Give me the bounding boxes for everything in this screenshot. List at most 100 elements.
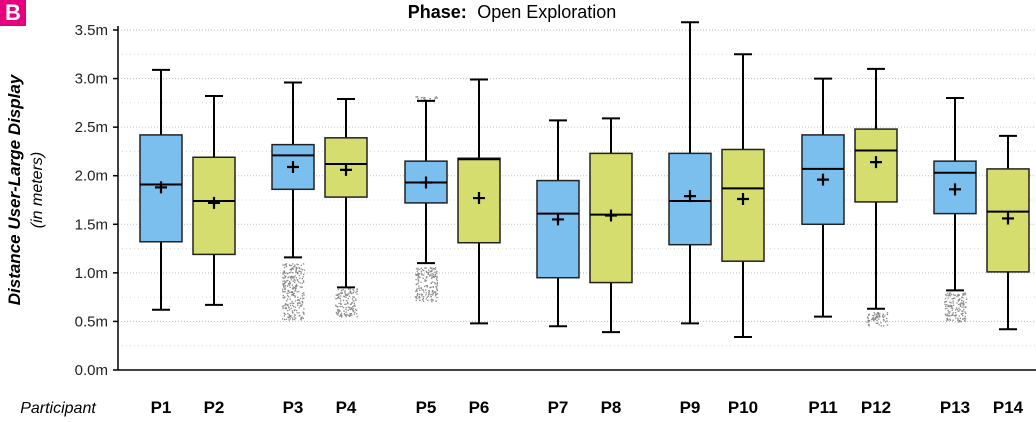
outlier-point bbox=[435, 293, 437, 296]
mean-marker bbox=[287, 160, 299, 173]
outlier-point bbox=[284, 288, 286, 290]
outlier-point bbox=[285, 318, 288, 320]
outlier-point bbox=[338, 309, 340, 311]
outlier-point bbox=[353, 304, 356, 306]
outlier-point bbox=[418, 275, 420, 277]
outlier-point bbox=[958, 319, 961, 322]
outlier-point bbox=[867, 324, 870, 326]
chart-title-prefix: Phase: bbox=[408, 2, 467, 22]
outlier-point bbox=[288, 319, 290, 321]
outlier-point bbox=[346, 294, 348, 296]
outlier-point bbox=[431, 277, 433, 280]
outlier-point bbox=[960, 313, 962, 315]
outlier-point bbox=[337, 309, 339, 311]
outlier-point bbox=[352, 307, 354, 310]
outlier-point bbox=[294, 317, 297, 319]
outlier-point bbox=[949, 318, 951, 320]
outlier-point bbox=[342, 288, 344, 291]
outlier-point bbox=[285, 263, 287, 265]
outlier-point bbox=[344, 303, 346, 305]
outlier-point bbox=[952, 312, 954, 314]
outlier-point bbox=[878, 315, 881, 317]
outlier-point bbox=[434, 283, 436, 285]
outlier-point bbox=[287, 316, 289, 318]
outlier-point bbox=[289, 291, 291, 294]
outlier-point bbox=[291, 291, 293, 293]
outlier-point bbox=[961, 310, 963, 312]
outlier-point bbox=[296, 263, 298, 265]
outlier-point bbox=[958, 315, 960, 317]
outlier-point bbox=[288, 309, 291, 311]
outlier-point bbox=[293, 288, 295, 290]
outlier-point bbox=[427, 269, 430, 271]
outlier-point bbox=[340, 302, 342, 305]
outlier-point bbox=[345, 296, 347, 298]
y-tick-label: 0.5m bbox=[75, 313, 108, 330]
outlier-point bbox=[417, 97, 419, 100]
outlier-point bbox=[422, 289, 425, 291]
outlier-point bbox=[868, 319, 871, 322]
outlier-point bbox=[878, 318, 880, 320]
category-label-p8: P8 bbox=[601, 398, 622, 417]
outlier-point bbox=[282, 296, 284, 299]
outlier-point bbox=[420, 273, 423, 275]
outlier-point bbox=[345, 294, 347, 297]
outlier-point bbox=[436, 275, 438, 278]
outlier-point bbox=[881, 315, 884, 318]
outlier-point bbox=[423, 274, 425, 276]
outlier-point bbox=[351, 314, 353, 316]
outlier-point bbox=[432, 276, 434, 278]
outlier-point bbox=[430, 299, 432, 301]
outlier-point bbox=[435, 287, 438, 289]
outlier-point bbox=[356, 290, 358, 293]
outlier-point bbox=[287, 290, 289, 292]
outlier-point bbox=[954, 297, 956, 299]
outlier-point bbox=[283, 280, 286, 282]
outlier-point bbox=[341, 316, 343, 318]
outlier-point bbox=[416, 290, 418, 292]
outlier-point bbox=[432, 292, 434, 295]
outlier-point bbox=[945, 294, 947, 296]
outlier-point bbox=[431, 301, 433, 303]
box-p13 bbox=[933, 97, 977, 323]
outlier-point bbox=[284, 286, 286, 288]
outlier-point bbox=[949, 295, 951, 297]
outlier-point bbox=[284, 281, 287, 283]
outlier-point bbox=[350, 312, 352, 315]
outlier-point bbox=[962, 297, 964, 299]
outlier-point bbox=[289, 269, 291, 271]
outlier-point bbox=[955, 314, 957, 316]
outlier-point bbox=[342, 306, 345, 309]
outlier-point bbox=[299, 277, 301, 279]
outlier-point bbox=[427, 273, 429, 275]
outlier-point bbox=[950, 302, 952, 304]
outlier-point bbox=[283, 272, 285, 274]
outlier-point bbox=[353, 290, 355, 292]
outlier-point bbox=[355, 298, 357, 300]
outlier-point bbox=[415, 274, 417, 277]
outlier-point bbox=[292, 263, 294, 265]
outlier-point bbox=[295, 287, 297, 289]
y-tick-label: 2.0m bbox=[75, 168, 108, 185]
outlier-point bbox=[338, 295, 340, 297]
category-label-p1: P1 bbox=[151, 398, 172, 417]
outlier-point bbox=[344, 314, 346, 316]
outlier-point bbox=[964, 311, 966, 313]
outlier-point bbox=[351, 302, 353, 304]
outlier-point bbox=[876, 312, 879, 314]
outlier-point bbox=[352, 310, 355, 312]
y-tick-label: 3.5m bbox=[75, 22, 108, 39]
outlier-point bbox=[290, 269, 293, 271]
outlier-point bbox=[960, 320, 962, 323]
iqr-box bbox=[536, 179, 580, 279]
outlier-point bbox=[951, 298, 953, 300]
outlier-point bbox=[422, 96, 424, 99]
outlier-point bbox=[347, 309, 349, 311]
outlier-point bbox=[956, 295, 958, 298]
outlier-point bbox=[882, 314, 884, 316]
y-tick-label: 1.0m bbox=[75, 265, 108, 282]
outlier-point bbox=[294, 296, 296, 298]
outlier-point bbox=[294, 264, 296, 266]
outlier-point bbox=[300, 317, 303, 320]
outlier-point bbox=[344, 291, 346, 293]
